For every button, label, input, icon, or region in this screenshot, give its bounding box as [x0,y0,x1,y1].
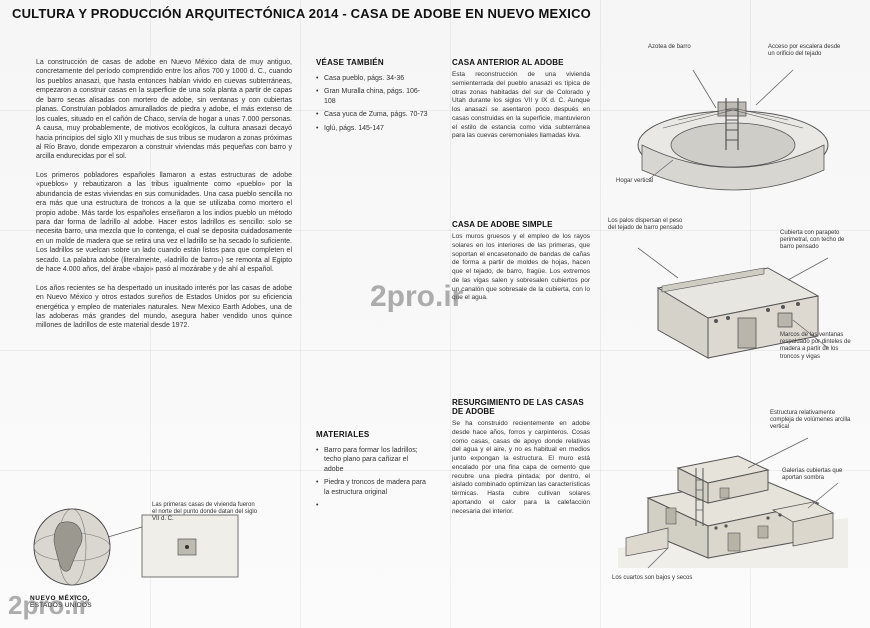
figure-caption: Acceso por escalera desde un orificio de… [768,44,846,58]
see-also-item: Casa pueblo, págs. 34-36 [316,74,428,83]
figure-caption: Estructura relativamente compleja de vol… [770,410,852,432]
see-also-column: VÉASE TAMBIÉN Casa pueblo, págs. 34-36 G… [316,58,428,137]
side-block-text: Los muros gruesos y el empleo de los ray… [452,233,590,303]
figure-caption: Los palos dispersan el peso del tejado d… [608,218,686,232]
body-paragraph: La construcción de casas de adobe en Nue… [36,58,292,162]
figure-caption: Galerías cubiertas que aportan sombra [782,468,854,482]
see-also-heading: VÉASE TAMBIÉN [316,58,428,69]
side-block-anterior: CASA ANTERIOR AL ADOBE Esta reconstrucci… [452,58,590,141]
figure-caption: Cubierta con parapeto perimetral, con te… [780,230,852,252]
body-paragraph: Los años recientes se ha despertado un i… [36,284,292,331]
figure-caption: Azotea de barro [648,44,718,51]
watermark-text: 2pro.ir [370,280,463,314]
see-also-item: Casa yuca de Zuma, págs. 70-73 [316,110,428,119]
materials-item: Barro para formar los ladrillos; techo p… [316,446,428,474]
side-block-resurgimiento: RESURGIMIENTO DE LAS CASAS DE ADOBE Se h… [452,398,590,516]
materials-item: Piedra y troncos de madera para la estru… [316,478,428,497]
figure-caption: Hogar vertical [616,178,674,185]
body-paragraph: Los primeros pobladores españoles llamar… [36,171,292,275]
side-block-title: RESURGIMIENTO DE LAS CASAS DE ADOBE [452,398,590,416]
side-block-title: CASA ANTERIOR AL ADOBE [452,58,590,67]
main-text-column: La construcción de casas de adobe en Nue… [36,58,292,340]
see-also-item: Iglú, págs. 145-147 [316,124,428,133]
side-block-title: CASA DE ADOBE SIMPLE [452,220,590,229]
figure-caption: Los cuartos son bajos y secos [612,575,722,582]
see-also-item: Gran Muralla china, págs. 106-108 [316,87,428,106]
materials-column: MATERIALES Barro para formar los ladrill… [316,430,428,501]
watermark-text: 2pro.ir [8,590,89,621]
globe-caption: Las primeras casas de vivienda fueron el… [152,502,260,524]
materials-heading: MATERIALES [316,430,428,441]
page: CULTURA Y PRODUCCIÓN ARQUITECTÓNICA 2014… [0,0,870,628]
side-block-text: Se ha construido recientemente en adobe … [452,420,590,516]
side-block-text: Esta reconstrucción de una vivienda semi… [452,71,590,141]
side-block-simple: CASA DE ADOBE SIMPLE Los muros gruesos y… [452,220,590,303]
document-title: CULTURA Y PRODUCCIÓN ARQUITECTÓNICA 2014… [12,6,591,21]
figure-caption: Marcos de las ventanas respaldado por di… [780,332,852,361]
